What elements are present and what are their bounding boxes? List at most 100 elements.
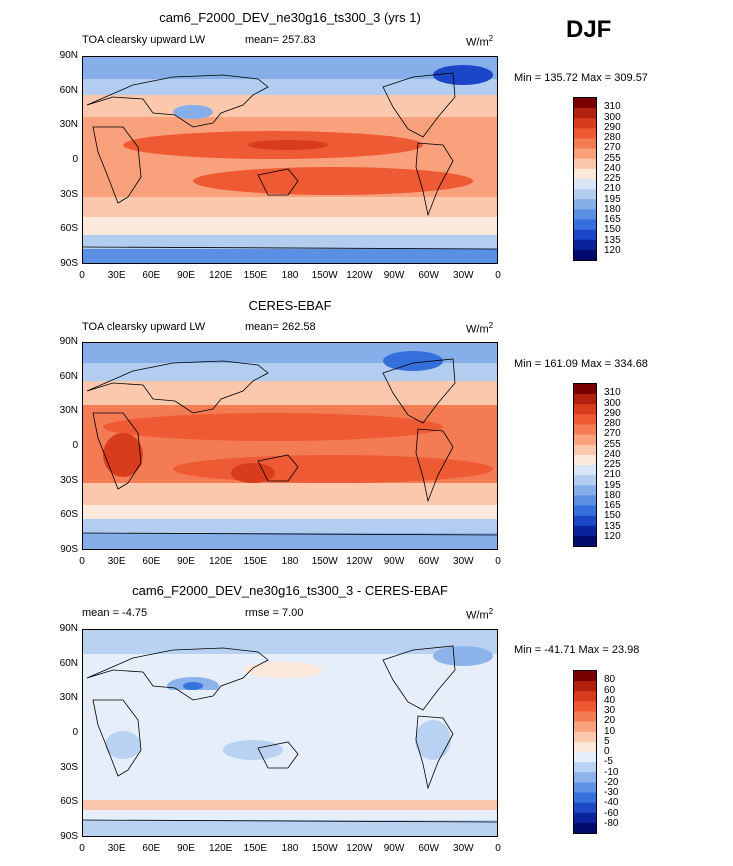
panel3-colorbar-swatch — [574, 721, 596, 733]
panel1-lat-tick: 90S — [60, 258, 78, 269]
panel1-min-max: Min = 135.72 Max = 309.57 — [514, 72, 648, 84]
panel2-min-max: Min = 161.09 Max = 334.68 — [514, 358, 648, 370]
panel3-colorbar-swatch — [574, 711, 596, 722]
panel1-colorbar-label: 290 — [604, 121, 621, 133]
panel3-colorbar-swatch — [574, 671, 596, 682]
panel1-lon-tick: 30W — [453, 270, 474, 281]
panel1-lon-tick: 120E — [208, 270, 233, 281]
panel3-colorbar-swatch — [574, 762, 596, 773]
panel3-title: cam6_F2000_DEV_ne30g16_ts300_3 - CERES-E… — [132, 583, 448, 598]
panel3-colorbar-swatch — [574, 772, 596, 783]
panel2-colorbar-swatch — [574, 434, 596, 446]
panel3-colorbar-swatch — [574, 802, 596, 814]
panel3-lat-tick: 60N — [59, 657, 78, 669]
panel1-colorbar-label: 300 — [604, 111, 621, 123]
panel3-colorbar-label: 0 — [604, 746, 610, 757]
panel1-lat-tick: 60N — [59, 84, 78, 96]
panel3-colorbar-svg — [574, 671, 596, 834]
panel2-title: CERES-EBAF — [248, 298, 332, 313]
panel3-lat-tick: 0 — [72, 727, 78, 738]
panel1-colorbar-svg — [574, 98, 596, 261]
panel2-lat-tick: 60S — [60, 509, 78, 521]
panel3-colorbar-label: -60 — [604, 807, 619, 819]
panel2-colorbar-swatch — [574, 414, 596, 425]
panel2-colorbar-swatch — [574, 394, 596, 405]
panel2-colorbar-swatch — [574, 404, 596, 415]
panel2-colorbar-label: 255 — [604, 438, 621, 450]
panel2-lat-tick: 0 — [72, 440, 78, 451]
panel3-lon-tick: 150W — [311, 843, 338, 854]
panel2-colorbar-label: 165 — [604, 500, 621, 511]
panel1-lat-tick: 0 — [72, 154, 78, 165]
panel3-colorbar-swatch — [574, 822, 596, 834]
panel3-lon-tick: 60E — [142, 843, 161, 854]
panel2-colorbar-label: 120 — [604, 530, 621, 542]
panel1-colorbar-label: 135 — [604, 234, 621, 246]
panel2-colorbar-swatch — [574, 485, 596, 496]
panel2-colorbar-swatch — [574, 384, 596, 395]
panel1-colorbar-label: 280 — [604, 132, 621, 143]
panel3-lon-tick: 60W — [418, 843, 439, 854]
panel1-colorbar-swatch — [574, 239, 596, 251]
panel2-colorbar-swatch — [574, 525, 596, 537]
panel2-lat-tick: 60N — [59, 370, 78, 382]
panel3-lat-tick: 30S — [60, 761, 78, 773]
panel1-title: cam6_F2000_DEV_ne30g16_ts300_3 (yrs 1) — [159, 10, 421, 25]
panel1-colorbar-label: 225 — [604, 173, 621, 184]
panel3-colorbar-label: 30 — [604, 705, 616, 716]
panel3-colorbar-label: 40 — [604, 694, 616, 706]
panel1-colorbar-swatch — [574, 209, 596, 220]
panel1-units: W/m2 — [466, 34, 494, 49]
panel3-units: W/m2 — [466, 607, 494, 622]
panel1-colorbar-label: 255 — [604, 152, 621, 164]
panel3-lat-tick: 60S — [60, 796, 78, 808]
panel2-lon-tick: 90W — [383, 556, 405, 567]
panel2-colorbar-svg — [574, 384, 596, 547]
panel1-colorbar-label: 165 — [604, 214, 621, 225]
panel2-lon-tick: 0 — [495, 556, 501, 567]
panel3-colorbar-swatch — [574, 741, 596, 753]
panel3-colorbar-label: -10 — [604, 766, 619, 778]
panel3-lon-tick: 0 — [495, 843, 501, 854]
panel1-colorbar-swatch — [574, 219, 596, 230]
panel1-lon-tick: 90E — [177, 270, 195, 281]
season-label: DJF — [566, 16, 612, 43]
panel1-variable-label: TOA clearsky upward LW — [82, 34, 206, 46]
panel2-colorbar-label: 290 — [604, 407, 621, 419]
panel2-colorbar-swatch — [574, 424, 596, 435]
panel3-colorbar-label: -80 — [604, 817, 619, 829]
panel2-colorbar-label: 240 — [604, 448, 621, 460]
panel1-colorbar-swatch — [574, 98, 596, 109]
panel3-lon-tick: 180 — [281, 843, 299, 854]
panel3-lon-tick: 120W — [346, 843, 373, 854]
panel3-colorbar-label: 80 — [604, 674, 616, 686]
panel2-lon-tick: 30W — [453, 556, 474, 567]
panel3-map — [82, 629, 498, 837]
panel2-lon-tick: 60E — [142, 556, 161, 567]
panel1-colorbar-swatch — [574, 138, 596, 149]
panel3-colorbar-swatch — [574, 691, 596, 702]
panel3-lon-tick: 120E — [208, 843, 233, 854]
panel1-lon-tick: 60W — [418, 270, 439, 281]
panel2-colorbar-label: 270 — [604, 428, 621, 440]
panel1-colorbar-swatch — [574, 189, 596, 200]
panel2-colorbar-label: 280 — [604, 418, 621, 429]
panel2-lon-tick: 30E — [107, 556, 126, 567]
panel1-colorbar-swatch — [574, 118, 596, 129]
panel2-lon-tick: 150E — [243, 556, 267, 567]
panel1-colorbar-swatch — [574, 168, 596, 180]
panel3-lon-tick: 90W — [383, 843, 405, 854]
panel1-colorbar-label: 195 — [604, 193, 621, 205]
panel3-colorbar-swatch — [574, 782, 596, 793]
panel3-colorbar-label: -30 — [604, 787, 619, 798]
panel1-map — [82, 56, 498, 264]
panel1-lat-tick: 60S — [60, 223, 78, 235]
panel2-colorbar — [573, 383, 597, 547]
panel2-colorbar-swatch — [574, 495, 596, 506]
panel2-field-svg — [83, 343, 497, 549]
panel3-lat-tick: 90N — [59, 623, 78, 634]
panel3-colorbar-label: -20 — [604, 776, 619, 788]
panel2-variable-label: TOA clearsky upward LW — [82, 321, 206, 333]
panel2-lon-tick: 180 — [281, 556, 299, 567]
panel1-colorbar-label: 180 — [604, 203, 621, 215]
